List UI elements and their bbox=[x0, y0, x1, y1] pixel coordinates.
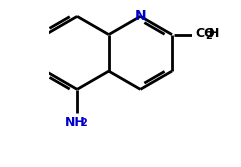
Text: 2: 2 bbox=[205, 31, 212, 41]
Text: N: N bbox=[134, 9, 146, 23]
Text: CO: CO bbox=[195, 27, 215, 40]
Text: H: H bbox=[209, 27, 219, 40]
Text: NH: NH bbox=[65, 116, 86, 129]
Text: 2: 2 bbox=[80, 118, 87, 128]
